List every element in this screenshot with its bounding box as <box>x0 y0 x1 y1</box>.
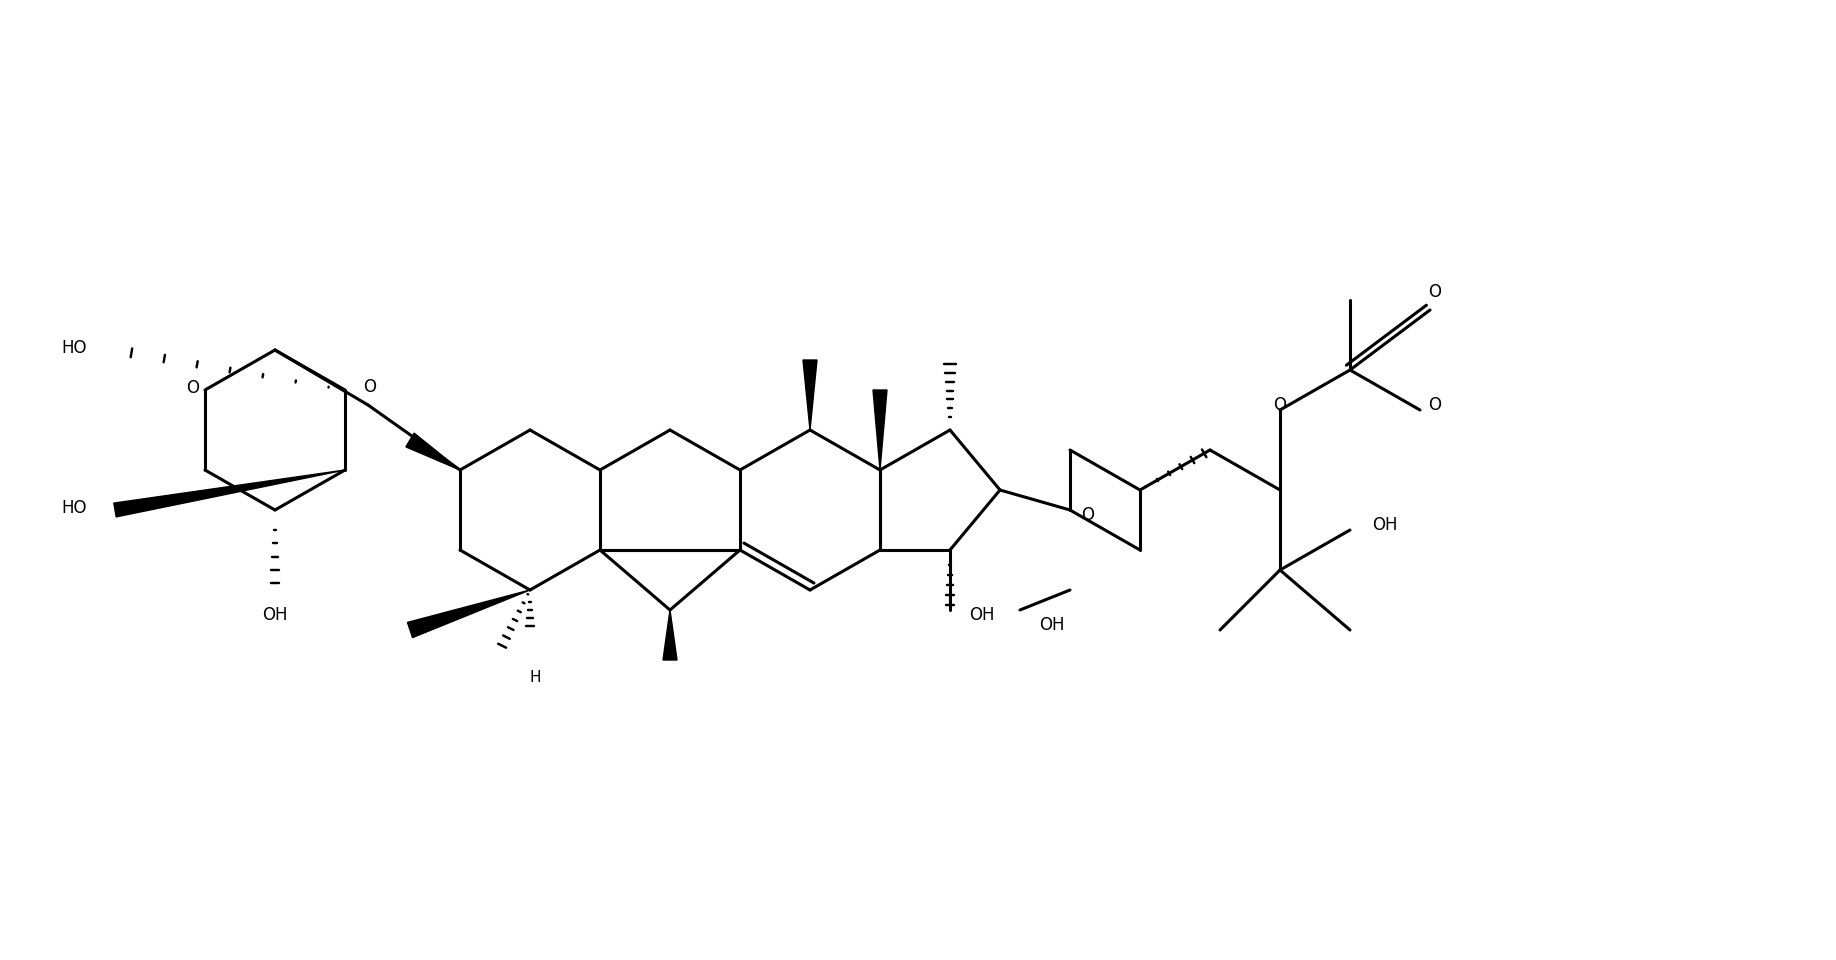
Polygon shape <box>408 590 531 637</box>
Polygon shape <box>114 470 345 516</box>
Polygon shape <box>406 433 461 470</box>
Text: O: O <box>1428 396 1441 414</box>
Text: O: O <box>1081 506 1094 524</box>
Text: OH: OH <box>1371 516 1397 534</box>
Polygon shape <box>663 610 677 660</box>
Polygon shape <box>872 390 887 470</box>
Text: O: O <box>364 378 376 396</box>
Text: O: O <box>187 379 200 397</box>
Text: OH: OH <box>969 606 995 624</box>
Text: H: H <box>529 670 542 685</box>
Text: O: O <box>1274 396 1287 414</box>
Text: OH: OH <box>1039 616 1065 634</box>
Polygon shape <box>802 360 817 430</box>
Text: HO: HO <box>61 339 86 357</box>
Text: OH: OH <box>263 606 288 624</box>
Text: HO: HO <box>61 499 86 517</box>
Text: O: O <box>1428 283 1441 301</box>
